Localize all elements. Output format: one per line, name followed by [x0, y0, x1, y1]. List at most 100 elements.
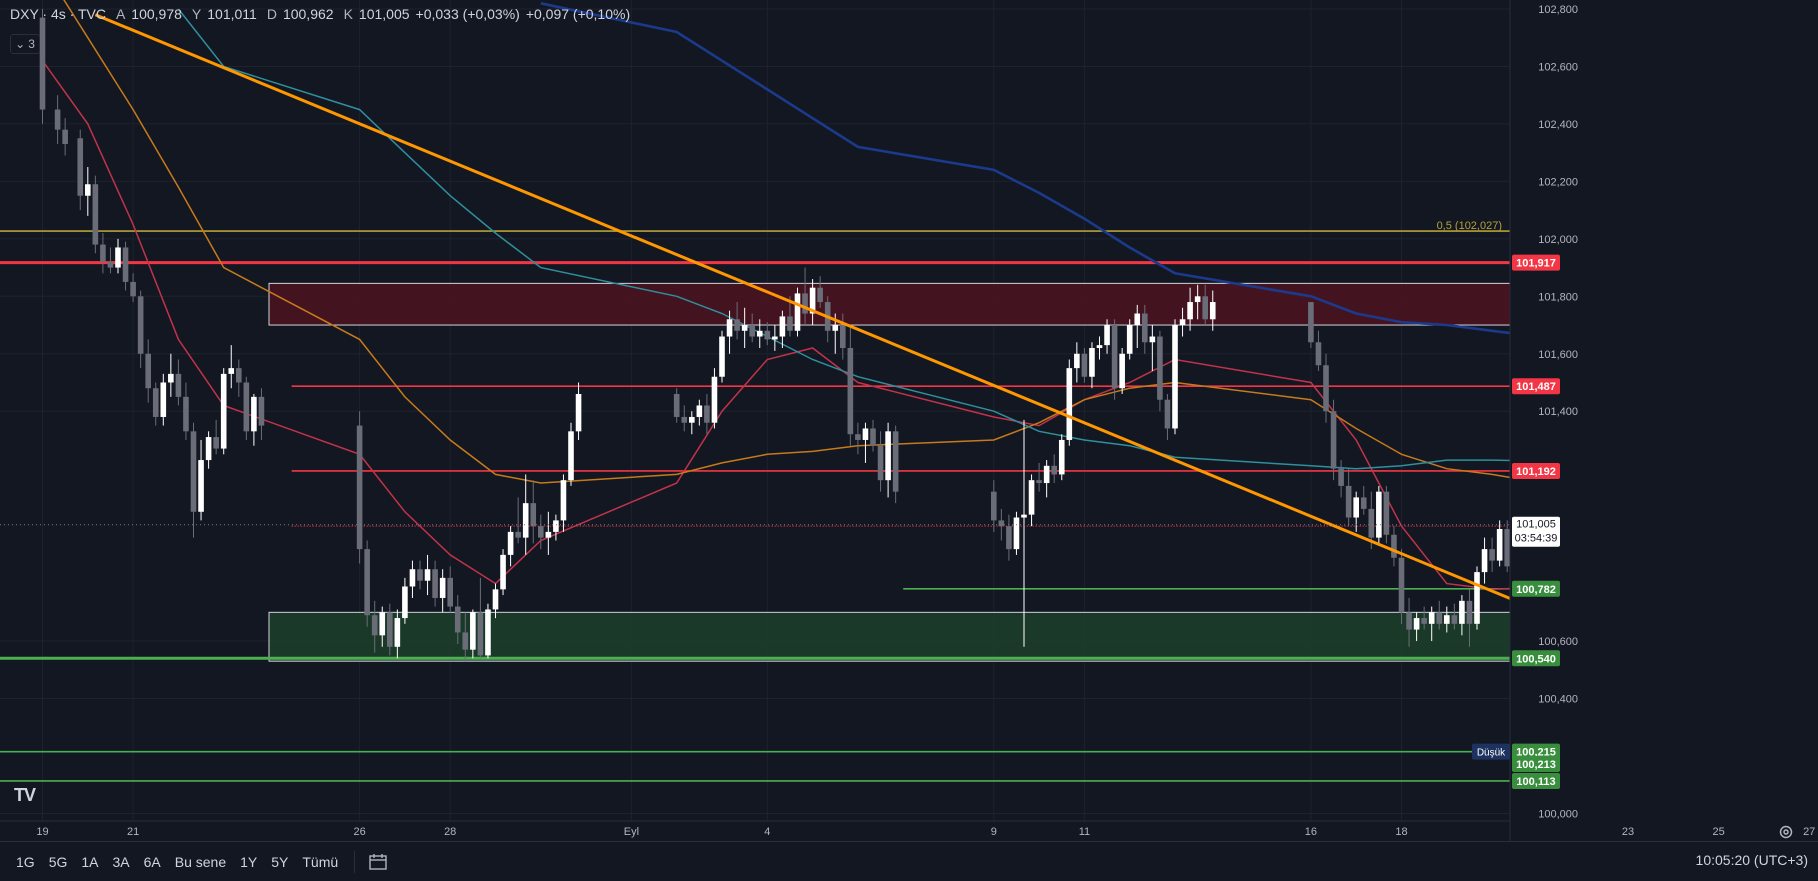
- candle-body: [1383, 491, 1390, 535]
- candle: [1345, 468, 1352, 527]
- candle-body: [809, 287, 816, 314]
- timeframe-button[interactable]: Bu sene: [174, 853, 227, 870]
- candle-body: [847, 348, 854, 435]
- candle: [1013, 511, 1020, 555]
- indicator-count: 3: [28, 37, 35, 51]
- timeframe-button[interactable]: 5G: [48, 853, 68, 870]
- candle: [998, 508, 1005, 541]
- candle-body: [673, 393, 680, 417]
- candle-body: [553, 520, 559, 532]
- candle-body: [1119, 353, 1125, 389]
- candle-body: [764, 330, 771, 340]
- candle: [356, 411, 363, 564]
- candle-body: [1172, 325, 1178, 429]
- candle: [198, 439, 204, 521]
- close-value: 101,005: [358, 6, 410, 22]
- change-value-2: +0,097 (+0,10%): [525, 6, 631, 22]
- candle: [1157, 330, 1163, 412]
- candle: [719, 330, 725, 383]
- level-price-tag-bg: [1512, 254, 1560, 271]
- candle: [1202, 284, 1208, 326]
- candle: [862, 422, 869, 463]
- level-price-tag: 100,113: [1516, 776, 1555, 788]
- candle-body: [115, 247, 121, 268]
- timeframe-button[interactable]: 3A: [112, 853, 130, 870]
- countdown-label: 03:54:39: [1515, 533, 1558, 545]
- candle-body: [1058, 439, 1065, 475]
- candle: [85, 167, 91, 216]
- candle-body: [152, 388, 159, 417]
- settings-icon[interactable]: [1776, 822, 1796, 842]
- candle: [840, 313, 846, 360]
- candle-body: [1013, 517, 1020, 550]
- candle-body: [711, 376, 718, 423]
- candle: [39, 9, 46, 124]
- level-price-tag-bg: [1512, 755, 1560, 772]
- clock[interactable]: 10:05:20 (UTC+3): [1695, 852, 1808, 868]
- date-range-icon[interactable]: [365, 851, 391, 873]
- timeframe-button[interactable]: Tümü: [302, 853, 339, 870]
- price-tick-label: 100,400: [1538, 694, 1578, 706]
- candle: [756, 319, 763, 349]
- candle-body: [802, 293, 808, 314]
- level-price-tag-bg: [1512, 378, 1560, 395]
- candle-body: [726, 319, 733, 337]
- candle: [1330, 399, 1337, 481]
- candle: [885, 422, 891, 498]
- change-value: +0,033 (+0,03%): [415, 6, 520, 22]
- candle-body: [575, 393, 582, 432]
- candle: [847, 325, 854, 446]
- candle-body: [870, 428, 876, 446]
- timeframe-button[interactable]: 1G: [16, 853, 35, 870]
- timeframe-button[interactable]: 6A: [143, 853, 161, 870]
- candle-body: [885, 431, 891, 481]
- candle: [160, 373, 167, 426]
- candle-body: [1036, 480, 1042, 484]
- candle-body: [1202, 296, 1208, 320]
- timeframe-button[interactable]: 5Y: [271, 853, 289, 870]
- candle: [1021, 419, 1027, 647]
- price-tick-label: 100,600: [1538, 636, 1578, 648]
- candle: [62, 118, 68, 156]
- candle: [1081, 348, 1088, 383]
- symbol-name[interactable]: DXY · 4s · TVC: [10, 6, 106, 22]
- candle-body: [1164, 399, 1171, 429]
- level-price-tag: 101,192: [1516, 466, 1556, 478]
- candle: [553, 514, 559, 541]
- candle-body: [424, 569, 431, 581]
- candle-body: [1330, 411, 1337, 469]
- candle-body: [1074, 353, 1080, 369]
- candle-body: [1459, 600, 1465, 624]
- price-tick-label: 102,000: [1538, 234, 1578, 246]
- candle: [379, 606, 386, 647]
- candle-body: [749, 325, 755, 337]
- candle: [485, 603, 491, 659]
- candle-body: [560, 480, 567, 521]
- level-price-tag-bg: [1512, 650, 1560, 667]
- candle: [107, 247, 114, 274]
- bottom-toolbar: 1G 5G 1A 3A 6A Bu sene 1Y 5Y Tümü 10:05:20 (UTC+…: [0, 841, 1818, 881]
- low-value: 100,962: [282, 6, 334, 22]
- candle-body: [100, 244, 106, 262]
- price-tick-label: 102,600: [1538, 61, 1578, 73]
- candle-body: [462, 632, 469, 650]
- candle-body: [741, 325, 748, 331]
- price-tick-label: 100,000: [1538, 808, 1578, 820]
- candle: [417, 560, 423, 590]
- candle-body: [779, 316, 786, 337]
- indicators-collapse-button[interactable]: ⌄ 3: [10, 34, 40, 54]
- timeframe-button[interactable]: 1Y: [240, 853, 258, 870]
- candle-body: [704, 405, 710, 423]
- candle: [477, 577, 484, 659]
- toolbar-divider: [354, 850, 356, 873]
- current-price-tag: 101,005: [1516, 519, 1556, 531]
- price-tick-label: 101,400: [1538, 406, 1578, 418]
- candle: [1428, 606, 1435, 642]
- candle-body: [1391, 534, 1397, 558]
- symbol-legend: DXY · 4s · TVC A 100,978 Y 101,011 D 100,96…: [10, 6, 630, 22]
- candle: [54, 95, 61, 145]
- timeframe-button[interactable]: 1A: [81, 853, 99, 870]
- candle: [122, 241, 129, 291]
- candle: [779, 310, 786, 349]
